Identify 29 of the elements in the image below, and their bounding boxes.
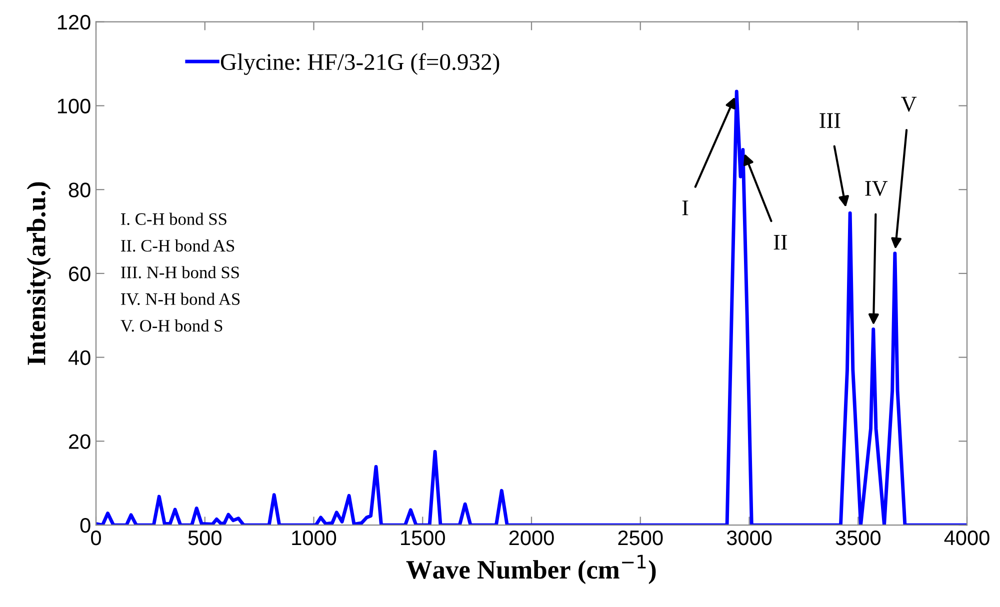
y-tick-label: 20 <box>69 434 90 449</box>
x-tick-label: 4000 <box>944 530 990 546</box>
x-tick-label: 500 <box>188 530 222 546</box>
annotation: III. N-H bond SS <box>121 266 239 278</box>
annotation: IV <box>865 181 888 196</box>
y-tick-label: 40 <box>68 350 90 366</box>
annotation: IV. N-H bond AS <box>121 292 240 306</box>
x-tick-label: 3500 <box>836 530 880 546</box>
y-tick-label: 100 <box>58 98 90 114</box>
y-tick-label: 80 <box>68 182 90 198</box>
legend-label: Glycine: HF/3-21G (f=0.932) <box>220 53 500 75</box>
x-tick-label: 2000 <box>509 530 554 546</box>
x-axis-title: Wave Number (cm$^{−1}$) <box>406 554 656 584</box>
annotation: V. O-H bond S <box>120 319 222 332</box>
annotation: II <box>774 234 788 250</box>
y-tick-label: 0 <box>80 518 90 533</box>
annotation: I <box>682 200 688 216</box>
annotation: I. C-H bond SS <box>121 212 226 226</box>
x-tick-label: 3000 <box>726 530 772 546</box>
annotation: V <box>901 96 917 112</box>
x-tick-label: 1500 <box>401 530 445 546</box>
y-tick-label: 60 <box>69 266 90 282</box>
x-tick-label: 1000 <box>292 530 336 546</box>
y-tick-label: 120 <box>58 14 90 30</box>
annotation: II. C-H bond AS <box>121 239 234 252</box>
annotation: III <box>820 113 840 128</box>
x-tick-label: 0 <box>91 530 101 546</box>
y-axis-title: Intensity(arb.u.) <box>26 182 51 365</box>
x-tick-label: 2500 <box>618 530 663 546</box>
